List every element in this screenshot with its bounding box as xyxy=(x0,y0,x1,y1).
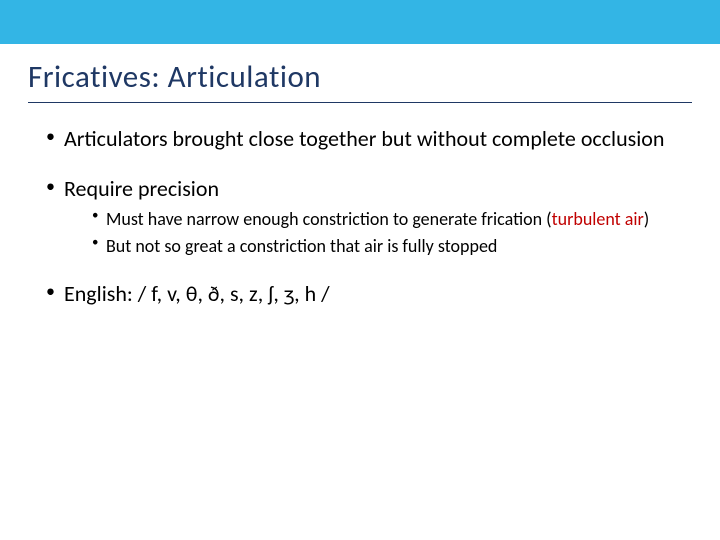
sub-bullet-pre: Must have narrow enough constriction to … xyxy=(106,208,552,230)
slide-content: Fricatives: Articulation Articulators br… xyxy=(0,44,720,308)
header-bar xyxy=(0,0,720,44)
bullet-item: Require precision Must have narrow enoug… xyxy=(46,175,692,259)
sub-bullet-list: Must have narrow enough constriction to … xyxy=(64,208,692,258)
sub-bullet-accent: turbulent air xyxy=(552,208,644,230)
sub-bullet-post: ) xyxy=(644,208,649,230)
bullet-list: Articulators brought close together but … xyxy=(28,125,692,308)
bullet-item: English: / f, v, θ, ð, s, z, ʃ, ʒ, h / xyxy=(46,280,692,308)
bullet-text: English: / f, v, θ, ð, s, z, ʃ, ʒ, h / xyxy=(64,280,330,307)
slide-title: Fricatives: Articulation xyxy=(28,58,692,103)
bullet-item: Articulators brought close together but … xyxy=(46,125,692,153)
sub-bullet-item: But not so great a constriction that air… xyxy=(92,235,692,258)
bullet-text: Require precision xyxy=(64,175,219,202)
sub-bullet-pre: But not so great a constriction that air… xyxy=(106,235,497,257)
sub-bullet-item: Must have narrow enough constriction to … xyxy=(92,208,692,231)
bullet-text: Articulators brought close together but … xyxy=(64,125,664,152)
